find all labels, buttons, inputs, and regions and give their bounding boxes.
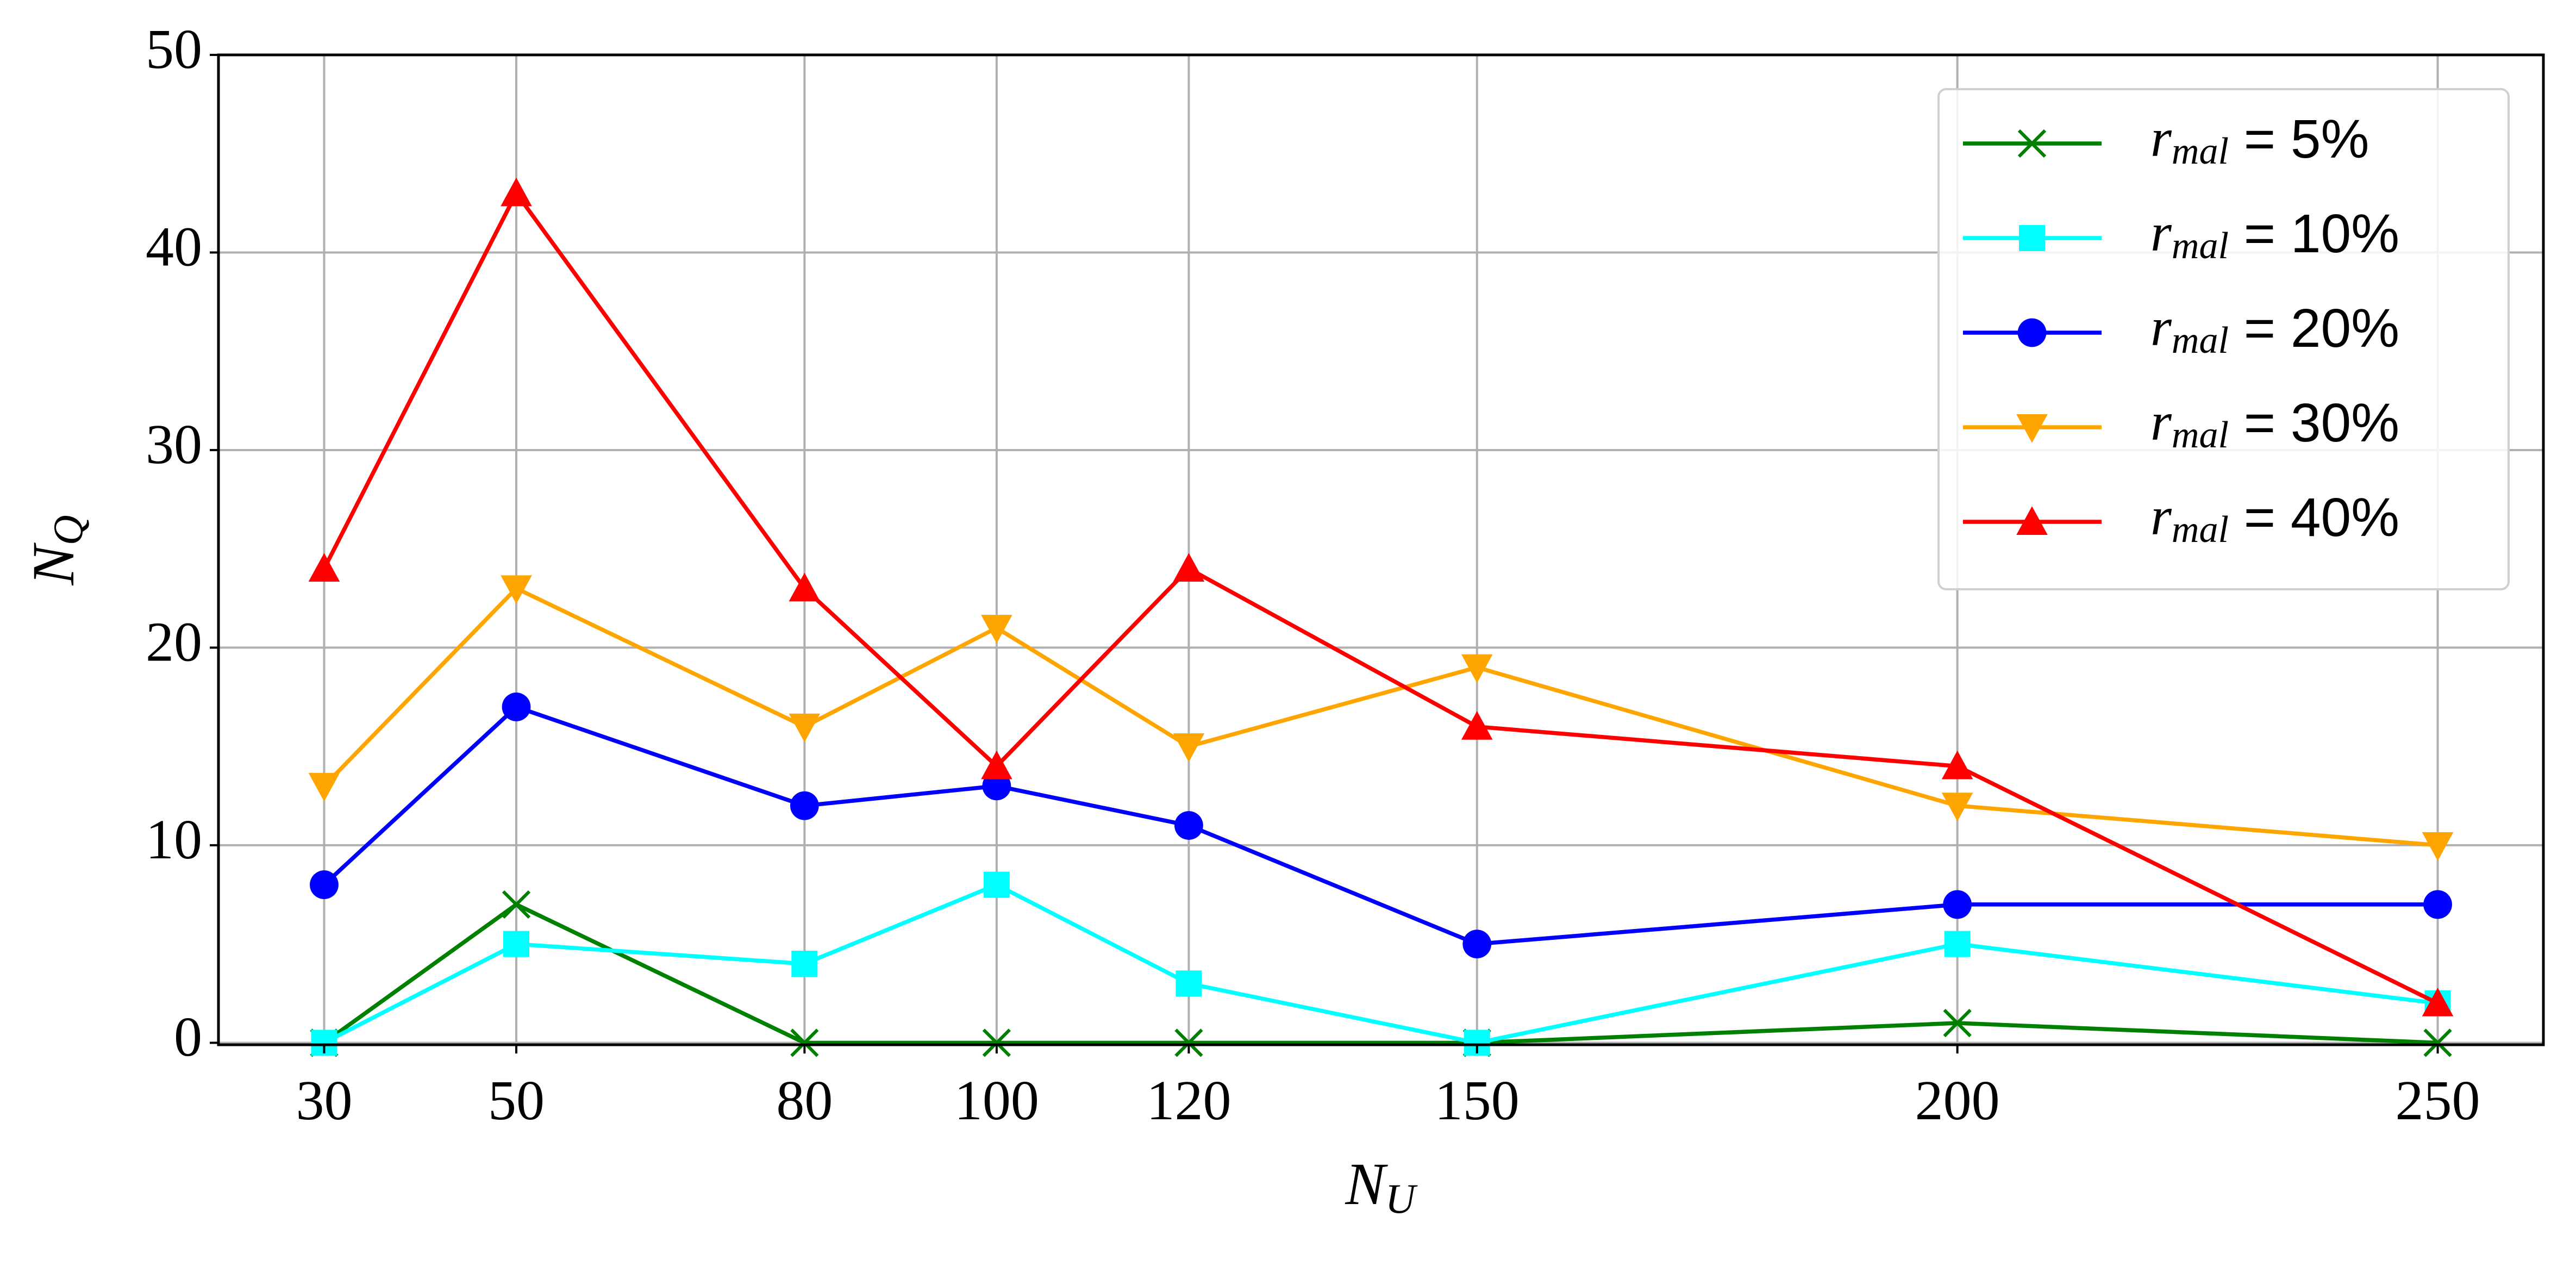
plot-frame: [217, 53, 2545, 1046]
ticks: 30 50 80 100 120 150 200 250 0 10 20 30 40 50: [146, 18, 2480, 1132]
marker: [790, 1028, 819, 1057]
plot-lines: [308, 177, 2454, 1057]
marker: [502, 693, 531, 721]
x-tick-label: 100: [954, 1069, 1039, 1132]
marker: [1173, 553, 1205, 582]
x-tick-label: 250: [2396, 1069, 2480, 1132]
marker: [1174, 1028, 1203, 1057]
marker: [503, 931, 530, 957]
marker: [2017, 318, 2047, 347]
marker: [1176, 970, 1202, 997]
marker: [1941, 793, 1973, 821]
y-tick-label: 50: [146, 18, 202, 80]
series-line: [322, 704, 2438, 946]
marker: [789, 572, 821, 602]
marker: [2423, 890, 2452, 919]
legend-label: rmal = 40%: [2150, 486, 2399, 551]
marker: [1174, 811, 1203, 840]
marker: [502, 890, 531, 919]
marker: [308, 772, 340, 802]
legend: rmal = 5% rmal = 10% rmal = 20% rmal = 30% r…: [1937, 88, 2510, 590]
y-tick-label: 20: [146, 610, 202, 673]
y-tick-label: 30: [146, 413, 202, 476]
marker: [2016, 506, 2048, 535]
marker: [1173, 733, 1205, 762]
marker: [981, 750, 1012, 780]
series-line: [323, 902, 2438, 1045]
x-tick-label: 200: [1915, 1069, 2000, 1132]
marker: [2016, 414, 2048, 443]
legend-entry: rmal = 30%: [1963, 391, 2399, 456]
legend-entry: rmal = 5%: [1963, 108, 2369, 172]
series: [308, 575, 2454, 861]
marker: [983, 871, 1010, 898]
marker: [501, 177, 532, 207]
y-tick-label: 0: [174, 1006, 202, 1068]
marker: [789, 713, 821, 743]
x-axis-label: NU: [1345, 1151, 1418, 1222]
x-tick-label: 30: [296, 1069, 352, 1132]
marker: [308, 553, 340, 582]
legend-label: rmal = 30%: [2150, 391, 2399, 456]
marker: [1944, 931, 1971, 957]
y-axis-label: NQ: [20, 515, 91, 586]
series: [310, 890, 2452, 1057]
legend-label: rmal = 10%: [2150, 202, 2399, 267]
marker: [2423, 1028, 2452, 1057]
series-line: [323, 882, 2439, 1045]
legend-label: rmal = 20%: [2150, 297, 2399, 361]
y-tick-label: 10: [146, 808, 202, 871]
marker: [2422, 987, 2454, 1017]
marker: [1461, 711, 1493, 740]
x-tick-label: 120: [1146, 1069, 1231, 1132]
y-tick-label: 40: [146, 215, 202, 278]
x-tick-label: 80: [776, 1069, 833, 1132]
legend-entry: rmal = 20%: [1963, 297, 2399, 361]
x-tick-label: 150: [1435, 1069, 1520, 1132]
marker: [790, 791, 819, 820]
series: [308, 177, 2454, 1017]
marker: [1943, 1008, 1972, 1038]
marker: [1461, 654, 1493, 683]
marker: [981, 615, 1012, 644]
marker: [1941, 750, 1973, 780]
marker: [1943, 890, 1972, 919]
marker: [982, 1028, 1011, 1057]
marker: [2422, 832, 2454, 861]
marker: [2019, 225, 2045, 251]
legend-label: rmal = 5%: [2150, 108, 2369, 172]
marker: [2017, 129, 2047, 158]
legend-entry: rmal = 40%: [1963, 486, 2399, 551]
x-tick-label: 50: [488, 1069, 545, 1132]
marker: [310, 870, 339, 899]
series: [310, 693, 2452, 959]
series-line: [322, 586, 2438, 847]
marker: [1462, 930, 1492, 959]
series: [311, 871, 2451, 1056]
legend-entry: rmal = 10%: [1963, 202, 2399, 267]
marker: [791, 950, 818, 977]
legend-box: [1937, 88, 2510, 590]
marker: [501, 575, 532, 604]
series-line: [322, 191, 2439, 1006]
